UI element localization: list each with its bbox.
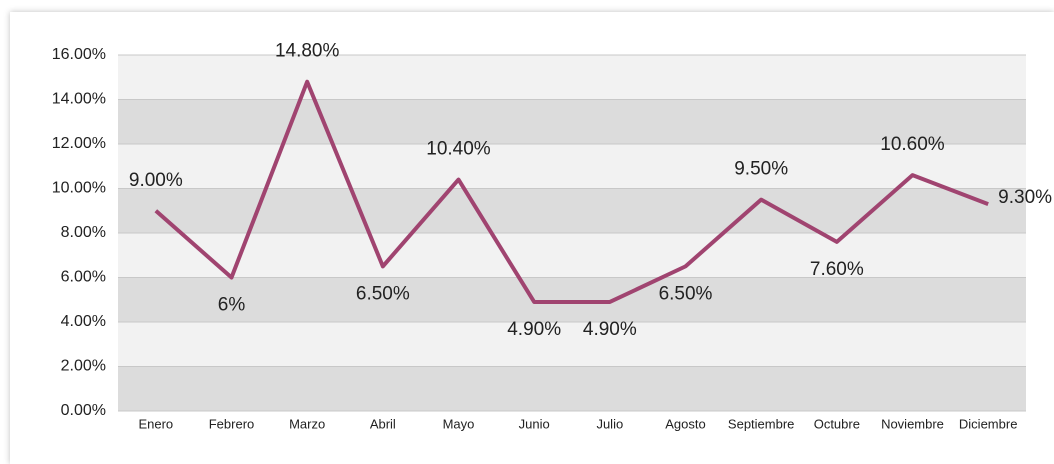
- line: [154, 79, 989, 304]
- value-label: 10.60%: [880, 134, 945, 155]
- value-label: 9.30%: [998, 187, 1052, 208]
- value-label: 7.60%: [810, 259, 864, 280]
- y-tick-label: 0.00%: [61, 402, 106, 419]
- x-tick-label: Enero: [138, 416, 173, 431]
- band: [118, 366, 1026, 411]
- x-tick-label: Julio: [596, 416, 623, 431]
- y-tick-label: 16.00%: [52, 46, 106, 63]
- y-tick-label: 12.00%: [52, 135, 106, 152]
- y-tick-label: 6.00%: [61, 269, 106, 286]
- value-label: 14.80%: [275, 41, 340, 62]
- y-tick-label: 8.00%: [61, 224, 106, 241]
- x-tick-label: Septiembre: [728, 416, 794, 431]
- value-label: 9.00%: [129, 170, 183, 191]
- value-label: 6%: [218, 295, 246, 316]
- band: [118, 277, 1026, 322]
- band: [118, 99, 1026, 144]
- y-tick-label: 10.00%: [52, 180, 106, 197]
- band: [118, 322, 1026, 367]
- x-tick-label: Mayo: [443, 416, 475, 431]
- x-tick-label: Agosto: [665, 416, 705, 431]
- x-tick-label: Junio: [519, 416, 550, 431]
- y-tick-label: 2.00%: [61, 358, 106, 375]
- x-tick-label: Abril: [370, 416, 396, 431]
- value-label: 6.50%: [356, 283, 410, 304]
- x-tick-label: Noviembre: [881, 416, 944, 431]
- value-label: 9.50%: [734, 159, 788, 180]
- value-label: 4.90%: [507, 319, 561, 340]
- x-tick-label: Octubre: [814, 416, 860, 431]
- band: [118, 55, 1026, 100]
- x-tick-label: Febrero: [209, 416, 255, 431]
- value-label: 6.50%: [659, 283, 713, 304]
- value-label: 4.90%: [583, 319, 637, 340]
- y-tick-label: 4.00%: [61, 313, 106, 330]
- y-tick-label: 14.00%: [52, 91, 106, 108]
- x-tick-label: Diciembre: [959, 416, 1018, 431]
- band: [118, 233, 1026, 278]
- x-tick-label: Marzo: [289, 416, 325, 431]
- value-label: 10.40%: [426, 139, 491, 160]
